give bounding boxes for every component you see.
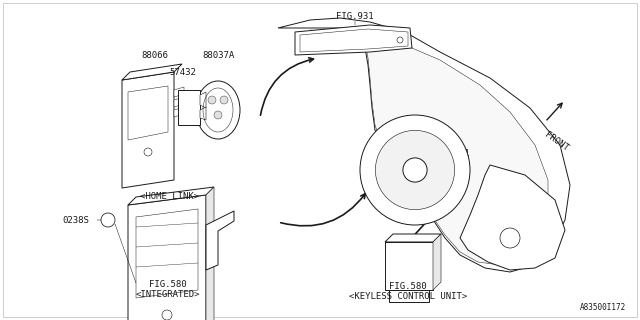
- Text: A83500I172: A83500I172: [580, 303, 626, 312]
- Text: FRONT: FRONT: [543, 130, 570, 153]
- Polygon shape: [200, 92, 206, 108]
- Text: <KEYLESS CONTROL UNIT>: <KEYLESS CONTROL UNIT>: [349, 292, 467, 301]
- Polygon shape: [206, 187, 214, 320]
- Polygon shape: [389, 290, 429, 302]
- Bar: [407, 292, 414, 299]
- Circle shape: [214, 111, 222, 119]
- FancyArrowPatch shape: [281, 194, 365, 226]
- Polygon shape: [174, 87, 184, 97]
- Polygon shape: [174, 107, 184, 117]
- Polygon shape: [278, 18, 570, 272]
- Polygon shape: [200, 107, 206, 120]
- Polygon shape: [385, 242, 433, 290]
- Ellipse shape: [196, 81, 240, 139]
- Text: FIG.931: FIG.931: [432, 148, 470, 157]
- Polygon shape: [178, 90, 200, 125]
- Circle shape: [101, 213, 115, 227]
- Polygon shape: [433, 234, 441, 290]
- Text: FIG.580: FIG.580: [389, 282, 427, 291]
- Polygon shape: [206, 211, 234, 270]
- Text: 0238S: 0238S: [62, 215, 89, 225]
- Polygon shape: [3, 3, 637, 317]
- FancyArrowPatch shape: [260, 58, 314, 115]
- Circle shape: [220, 96, 228, 104]
- Polygon shape: [174, 97, 184, 107]
- Polygon shape: [128, 195, 206, 320]
- Text: <INTEGRATED>: <INTEGRATED>: [136, 290, 200, 299]
- Text: FIG.580: FIG.580: [149, 280, 187, 289]
- Polygon shape: [122, 72, 174, 188]
- Polygon shape: [122, 64, 182, 80]
- Polygon shape: [295, 25, 412, 55]
- Bar: [419, 292, 426, 299]
- Circle shape: [208, 96, 216, 104]
- Polygon shape: [385, 234, 441, 242]
- Text: 88066: 88066: [141, 51, 168, 60]
- Polygon shape: [128, 187, 214, 205]
- Text: 88037A: 88037A: [202, 51, 234, 60]
- Circle shape: [403, 158, 427, 182]
- Circle shape: [397, 37, 403, 43]
- Polygon shape: [310, 30, 548, 265]
- Bar: [395, 292, 402, 299]
- Circle shape: [376, 131, 454, 210]
- Text: <HOME LINK>: <HOME LINK>: [140, 192, 200, 201]
- Polygon shape: [460, 165, 565, 270]
- Text: FIG.931: FIG.931: [336, 12, 374, 21]
- Circle shape: [360, 115, 470, 225]
- Text: 57432: 57432: [170, 68, 196, 77]
